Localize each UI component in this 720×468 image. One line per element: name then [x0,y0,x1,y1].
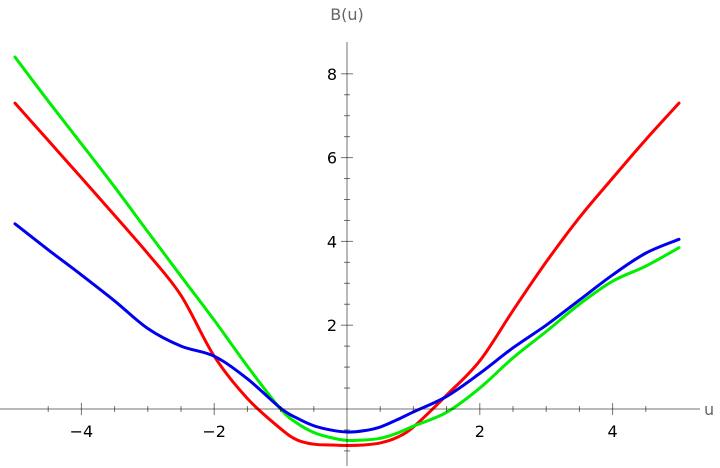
y-tick-label: 8 [327,65,337,84]
x-tick-label: −2 [202,422,226,441]
x-tick-label: 4 [608,422,618,441]
x-tick-label: −4 [70,422,94,441]
axes [0,42,700,466]
y-tick-label: 2 [327,316,337,335]
y-tick-label: 4 [327,232,337,251]
x-axis-title: u [704,400,714,419]
x-tick-label: 2 [475,422,485,441]
y-tick-label: 6 [327,149,337,168]
y-axis-title: B(u) [330,5,364,24]
ticks: −4 −2 2 4 2 4 6 8 [47,65,647,452]
